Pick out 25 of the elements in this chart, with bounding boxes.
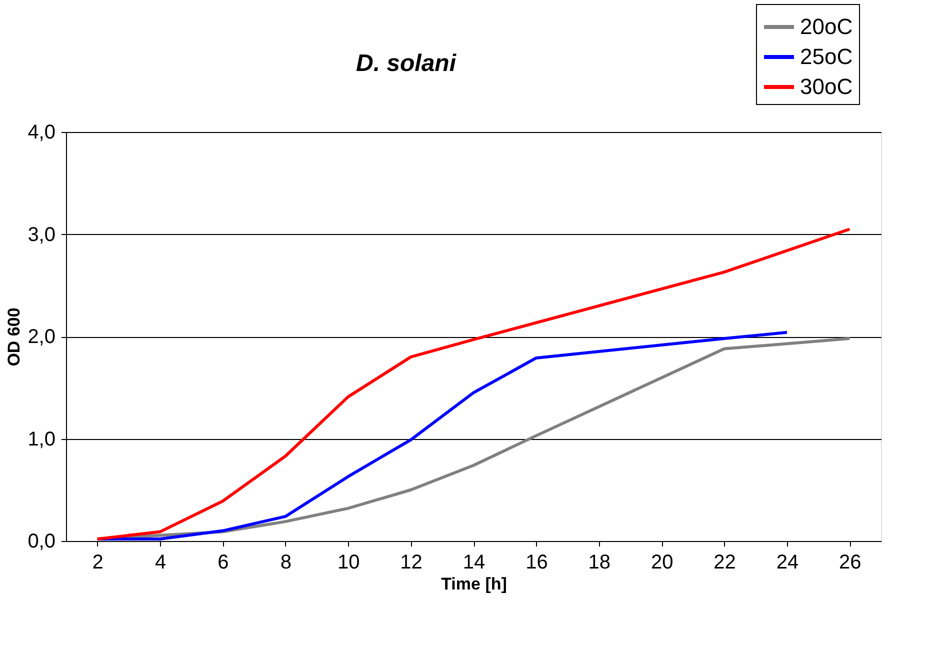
chart-title: D. solani <box>356 50 458 77</box>
x-tick-label: 18 <box>588 552 611 574</box>
x-tick-label: 12 <box>400 552 422 574</box>
legend-label: 25oC <box>800 44 853 69</box>
y-tick-label: 4,0 <box>28 122 56 144</box>
legend-label: 30oC <box>800 74 853 99</box>
x-tick-label: 2 <box>92 552 104 574</box>
x-tick-label: 10 <box>337 552 360 574</box>
x-tick-label: 16 <box>526 552 548 574</box>
y-tick-label: 2,0 <box>28 326 56 348</box>
y-tick-label: 0,0 <box>28 530 56 552</box>
x-tick-label: 8 <box>280 552 292 574</box>
x-axis-title: Time [h] <box>441 574 507 594</box>
x-tick-label: 22 <box>714 552 736 574</box>
x-tick-label: 20 <box>650 552 674 574</box>
x-tick-label: 14 <box>462 552 486 574</box>
x-tick-label: 26 <box>839 552 862 574</box>
y-tick-label: 3,0 <box>28 224 56 246</box>
x-tick-label: 24 <box>776 552 799 574</box>
y-axis-title: OD 600 <box>4 308 24 366</box>
line-series <box>96 228 852 540</box>
legend-label: 20oC <box>800 14 853 39</box>
x-tick-label: 6 <box>218 552 229 574</box>
x-tick-label: 4 <box>154 552 166 574</box>
y-tick-label: 1,0 <box>28 428 56 450</box>
